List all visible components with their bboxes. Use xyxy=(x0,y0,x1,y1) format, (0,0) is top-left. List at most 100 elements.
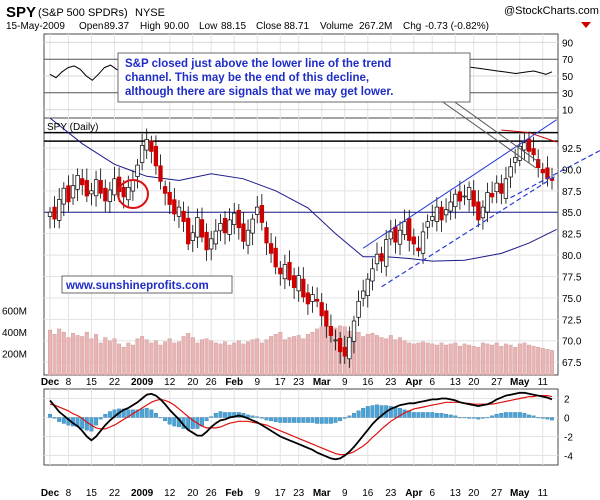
candle-body xyxy=(268,243,274,254)
volume-bar xyxy=(370,333,375,376)
macd-histogram-bar xyxy=(467,417,472,419)
price-y-tick: 70.0 xyxy=(562,337,582,348)
macd-histogram-bar xyxy=(315,417,320,424)
candle-body xyxy=(407,218,412,241)
high-value: 90.00 xyxy=(164,21,189,32)
volume-bar xyxy=(430,343,435,376)
candle-body xyxy=(457,191,463,202)
candle-body xyxy=(89,190,94,195)
volume-label: Volume xyxy=(320,21,354,32)
candle-body xyxy=(195,217,200,238)
volume-bar xyxy=(140,336,145,376)
macd-histogram-bar xyxy=(342,417,347,419)
annotation-arrow-1 xyxy=(439,99,537,169)
x-tick-label-bottom: 16 xyxy=(362,488,374,499)
volume-bar xyxy=(107,340,112,376)
candle-body xyxy=(356,300,361,318)
x-tick-label: May xyxy=(510,377,530,388)
candle-body xyxy=(222,217,228,234)
x-tick-label-bottom: 13 xyxy=(450,488,462,499)
macd-histogram-bar xyxy=(527,414,531,418)
volume-bar xyxy=(273,334,278,376)
volume-bar xyxy=(522,342,527,376)
volume-bar xyxy=(315,328,320,376)
volume-bar xyxy=(333,327,338,376)
macd-histogram-bar xyxy=(439,413,444,418)
price-y-tick: 85.0 xyxy=(562,208,582,219)
candle-body xyxy=(485,192,490,213)
volume-bar xyxy=(218,343,223,376)
low-value: 88.15 xyxy=(221,21,246,32)
macd-histogram-bar xyxy=(126,409,131,418)
volume-bar xyxy=(393,339,398,376)
candle-body xyxy=(443,209,449,216)
macd-histogram-bar xyxy=(338,417,343,422)
macd-histogram-bar xyxy=(503,412,508,418)
macd-histogram-bar xyxy=(352,413,356,418)
volume-y-tick: 200M xyxy=(2,350,27,361)
price-y-tick: 72.5 xyxy=(562,315,582,326)
candle-body xyxy=(439,206,444,221)
candle-body xyxy=(232,212,237,225)
candle-body xyxy=(264,227,269,244)
candle-body xyxy=(347,336,352,360)
macd-histogram-bar xyxy=(540,417,545,419)
exchange: NYSE xyxy=(135,7,165,19)
x-tick-label-bottom: 12 xyxy=(164,488,176,499)
symbol: SPY xyxy=(6,4,36,21)
x-tick-label: 2009 xyxy=(131,377,154,388)
candle-body xyxy=(453,193,458,208)
macd-panel-frame xyxy=(43,388,559,466)
volume-bar xyxy=(195,342,200,376)
candle-body xyxy=(176,206,182,217)
price-y-tick: 75.0 xyxy=(562,294,582,305)
candle-body xyxy=(319,302,324,317)
volume-bar xyxy=(158,344,163,376)
x-tick-label-bottom: 23 xyxy=(385,488,397,499)
candle-body xyxy=(425,221,430,228)
volume-bar xyxy=(301,338,306,376)
candle-body xyxy=(273,247,278,268)
volume-bar xyxy=(241,343,246,376)
candle-body xyxy=(84,180,89,197)
volume-bar xyxy=(94,334,99,376)
macd-histogram-bar xyxy=(144,407,149,418)
candle-body xyxy=(508,166,513,178)
candle-body xyxy=(513,157,518,163)
macd-histogram-bar xyxy=(499,413,504,418)
x-tick-label-bottom: 8 xyxy=(66,488,72,499)
volume-bar xyxy=(112,338,117,376)
x-tick-label: 20 xyxy=(187,377,199,388)
candle-body xyxy=(107,189,113,203)
macd-histogram-bar xyxy=(209,416,214,418)
down-triangle-icon xyxy=(581,22,591,28)
volume-bar xyxy=(361,336,366,376)
volume-bar xyxy=(545,349,550,376)
volume-bar xyxy=(232,342,237,376)
candle-body xyxy=(172,199,177,215)
candle-body xyxy=(47,211,53,217)
candle-body xyxy=(126,187,131,201)
candle-body xyxy=(144,139,149,151)
x-tick-label-bottom: 22 xyxy=(109,488,121,499)
volume-bar xyxy=(103,337,108,376)
candle-body xyxy=(328,325,334,336)
macd-histogram-bar xyxy=(282,417,287,423)
macd-histogram-bar xyxy=(517,412,522,418)
macd-y-tick: 0 xyxy=(564,414,570,425)
candle-body xyxy=(393,226,398,243)
candle-body xyxy=(476,201,481,221)
macd-histogram-bar xyxy=(319,417,324,424)
macd-histogram-bar xyxy=(328,417,333,424)
rsi-y-tick: 30 xyxy=(562,89,574,100)
volume-bar xyxy=(379,337,384,376)
volume-bar xyxy=(98,342,103,376)
volume-bar xyxy=(48,329,52,376)
candle-body xyxy=(324,310,329,327)
volume-bar xyxy=(200,339,204,376)
chg-label: Chg xyxy=(403,21,421,32)
x-tick-label-bottom: 27 xyxy=(491,488,503,499)
macd-histogram-bar xyxy=(296,417,301,423)
moving-average-line xyxy=(49,117,557,262)
volume-y-tick: 600M xyxy=(2,307,27,318)
